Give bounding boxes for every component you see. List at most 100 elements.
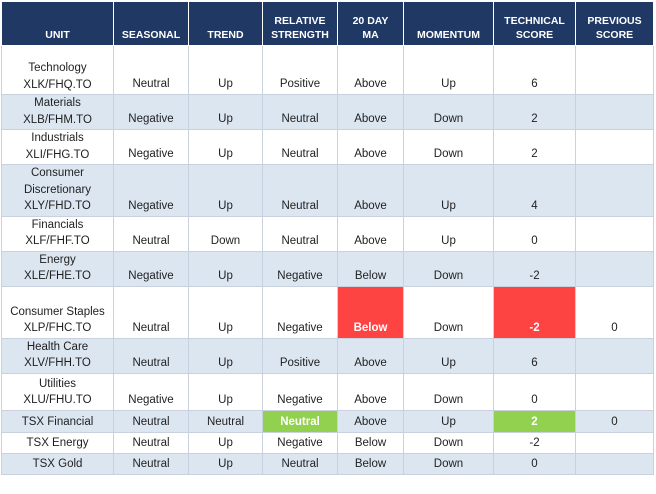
seasonal-cell: Negative — [113, 164, 189, 217]
previous-score-cell — [575, 372, 654, 411]
technical-score-cell: 6 — [493, 337, 576, 374]
trend-cell: Up — [188, 129, 263, 165]
ma-cell: Below — [337, 431, 404, 454]
seasonal-cell: Neutral — [113, 409, 189, 433]
momentum-cell: Up — [403, 409, 494, 433]
previous-score-cell — [575, 129, 654, 165]
technical-score-cell: 0 — [493, 372, 576, 411]
table-row: Consumer Staples XLP/FHC.TO Neutral Up Ne… — [1, 285, 654, 339]
trend-cell: Up — [188, 250, 263, 287]
previous-score-cell: 0 — [575, 409, 654, 433]
table-row: Technology XLK/FHQ.TO Neutral Up Positive… — [1, 45, 654, 95]
technical-score-cell-highlighted: -2 — [493, 285, 576, 339]
previous-score-cell — [575, 250, 654, 287]
header-trend: TREND — [188, 1, 263, 46]
header-previous-score: PREVIOUS SCORE — [575, 1, 654, 46]
relative-strength-cell: Neutral — [262, 452, 338, 475]
table-row: Industrials XLI/FHG.TO Negative Up Neutra… — [1, 129, 654, 165]
previous-score-cell — [575, 431, 654, 454]
table-row: Financials XLF/FHF.TO Neutral Down Neutra… — [1, 215, 654, 252]
relative-strength-cell: Negative — [262, 372, 338, 411]
unit-cell: Energy XLE/FHE.TO — [1, 250, 114, 287]
ma-cell: Above — [337, 94, 404, 130]
seasonal-cell: Negative — [113, 250, 189, 287]
momentum-cell: Down — [403, 372, 494, 411]
table-row: Utilities XLU/FHU.TO Negative Up Negative… — [1, 372, 654, 411]
previous-score-cell — [575, 452, 654, 475]
momentum-cell: Up — [403, 45, 494, 95]
relative-strength-cell: Positive — [262, 337, 338, 374]
unit-cell: TSX Gold — [1, 452, 114, 475]
header-unit: UNIT — [1, 1, 114, 46]
technical-score-cell: -2 — [493, 250, 576, 287]
trend-cell: Up — [188, 337, 263, 374]
relative-strength-cell: Neutral — [262, 215, 338, 252]
seasonal-cell: Neutral — [113, 45, 189, 95]
table-row: TSX Energy Neutral Up Negative Below Dow… — [1, 431, 654, 454]
seasonal-cell: Negative — [113, 94, 189, 130]
ma-cell: Above — [337, 45, 404, 95]
ma-cell: Above — [337, 337, 404, 374]
previous-score-cell — [575, 164, 654, 217]
ma-cell: Above — [337, 372, 404, 411]
header-20-day-ma: 20 DAY MA — [337, 1, 404, 46]
unit-cell: Materials XLB/FHM.TO — [1, 94, 114, 130]
unit-cell: Health Care XLV/FHH.TO — [1, 337, 114, 374]
trend-cell: Up — [188, 45, 263, 95]
previous-score-cell — [575, 94, 654, 130]
previous-score-cell — [575, 215, 654, 252]
ma-cell: Below — [337, 250, 404, 287]
ma-cell: Above — [337, 164, 404, 217]
seasonal-cell: Neutral — [113, 285, 189, 339]
seasonal-cell: Negative — [113, 372, 189, 411]
unit-cell: TSX Financial — [1, 409, 114, 433]
trend-cell: Up — [188, 164, 263, 217]
technical-score-cell-highlighted: 2 — [493, 409, 576, 433]
seasonal-cell: Neutral — [113, 215, 189, 252]
previous-score-cell — [575, 45, 654, 95]
technical-score-cell: 4 — [493, 164, 576, 217]
trend-cell: Up — [188, 94, 263, 130]
technical-score-cell: 2 — [493, 129, 576, 165]
header-relative-strength: RELATIVE STRENGTH — [262, 1, 338, 46]
table-row: TSX Gold Neutral Up Neutral Below Down 0 — [1, 452, 654, 475]
table-row: Health Care XLV/FHH.TO Neutral Up Positiv… — [1, 337, 654, 374]
header-technical-score: TECHNICAL SCORE — [493, 1, 576, 46]
relative-strength-cell: Neutral — [262, 129, 338, 165]
seasonal-cell: Neutral — [113, 452, 189, 475]
unit-cell: Financials XLF/FHF.TO — [1, 215, 114, 252]
table-row: Consumer Discretionary XLY/FHD.TO Negative… — [1, 164, 654, 217]
momentum-cell: Down — [403, 129, 494, 165]
seasonal-cell: Neutral — [113, 337, 189, 374]
unit-cell: Utilities XLU/FHU.TO — [1, 372, 114, 411]
unit-cell: Consumer Discretionary XLY/FHD.TO — [1, 164, 114, 217]
trend-cell: Up — [188, 372, 263, 411]
technical-score-cell: 2 — [493, 94, 576, 130]
unit-cell: TSX Energy — [1, 431, 114, 454]
technical-score-cell: 6 — [493, 45, 576, 95]
unit-cell: Industrials XLI/FHG.TO — [1, 129, 114, 165]
relative-strength-cell: Neutral — [262, 164, 338, 217]
unit-cell: Technology XLK/FHQ.TO — [1, 45, 114, 95]
header-seasonal: SEASONAL — [113, 1, 189, 46]
trend-cell: Down — [188, 215, 263, 252]
table-row: Materials XLB/FHM.TO Negative Up Neutral … — [1, 94, 654, 130]
seasonal-cell: Negative — [113, 129, 189, 165]
trend-cell: Neutral — [188, 409, 263, 433]
relative-strength-cell: Neutral — [262, 94, 338, 130]
momentum-cell: Up — [403, 337, 494, 374]
momentum-cell: Down — [403, 250, 494, 287]
header-row: UNIT SEASONAL TREND RELATIVE STRENGTH 20 … — [1, 1, 654, 46]
trend-cell: Up — [188, 452, 263, 475]
ma-cell: Above — [337, 215, 404, 252]
relative-strength-cell-highlighted: Neutral — [262, 409, 338, 433]
momentum-cell: Down — [403, 431, 494, 454]
table-row: TSX Financial Neutral Neutral Neutral Ab… — [1, 409, 654, 433]
momentum-cell: Up — [403, 215, 494, 252]
momentum-cell: Down — [403, 452, 494, 475]
trend-cell: Up — [188, 431, 263, 454]
relative-strength-cell: Negative — [262, 285, 338, 339]
header-momentum: MOMENTUM — [403, 1, 494, 46]
relative-strength-cell: Negative — [262, 250, 338, 287]
